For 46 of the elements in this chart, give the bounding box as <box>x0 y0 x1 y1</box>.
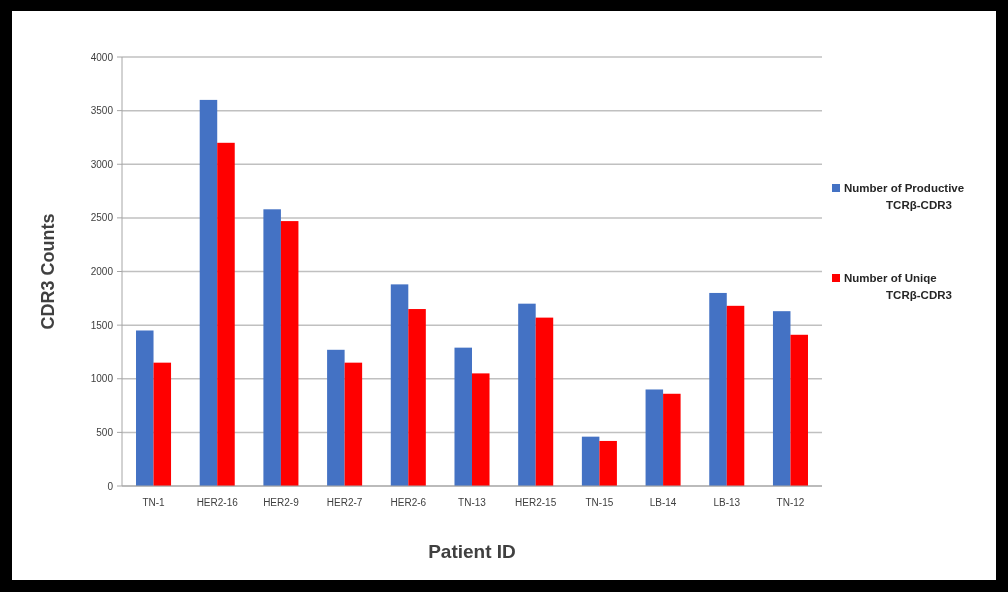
bar <box>581 436 600 486</box>
bar <box>344 362 363 486</box>
bar <box>645 389 664 486</box>
x-tick-label: HER2-7 <box>326 497 363 508</box>
bar <box>136 330 154 486</box>
bar <box>535 317 554 486</box>
bar <box>726 305 745 486</box>
y-tick-label: 4000 <box>90 51 114 63</box>
bar <box>772 311 791 486</box>
bar <box>327 349 345 486</box>
legend-label: Number of Uniqe TCRβ-CDR3 <box>844 272 952 302</box>
x-tick-label: LB-13 <box>713 497 741 508</box>
x-tick-label: LB-14 <box>649 497 677 508</box>
bar <box>709 292 727 486</box>
x-axis-title: Patient ID <box>428 541 516 562</box>
bar <box>390 284 409 486</box>
y-tick-label: 3000 <box>90 158 114 170</box>
x-tick-label: TN-12 <box>776 497 805 508</box>
x-tick-label: HER2-6 <box>390 497 427 508</box>
bar <box>153 362 172 486</box>
x-tick-label: HER2-16 <box>196 497 239 508</box>
bar <box>472 373 490 486</box>
bar <box>217 142 235 486</box>
bar <box>790 334 808 486</box>
y-tick-label: 3500 <box>90 105 114 117</box>
bar <box>263 209 281 486</box>
legend-label: Number of Productive TCRβ-CDR3 <box>844 182 965 212</box>
y-tick-label: 0 <box>107 480 114 492</box>
bar <box>663 393 681 486</box>
bar <box>599 440 617 486</box>
bar <box>454 347 472 486</box>
x-tick-label: TN-15 <box>585 497 614 508</box>
x-tick-label: TN-13 <box>458 497 487 508</box>
bar <box>199 99 218 486</box>
bar <box>280 221 299 486</box>
y-tick-label: 2000 <box>90 266 114 277</box>
y-tick-label: 2500 <box>90 212 114 224</box>
bar <box>408 309 426 486</box>
x-tick-label: HER2-15 <box>515 497 557 508</box>
bar <box>518 303 536 486</box>
y-tick-label: 1000 <box>90 373 114 385</box>
x-tick-label: HER2-9 <box>263 497 300 508</box>
y-axis-title: CDR3 Counts <box>38 213 58 330</box>
y-tick-label: 1500 <box>90 319 114 331</box>
x-tick-label: TN-1 <box>142 497 166 508</box>
y-tick-label: 500 <box>96 426 114 438</box>
